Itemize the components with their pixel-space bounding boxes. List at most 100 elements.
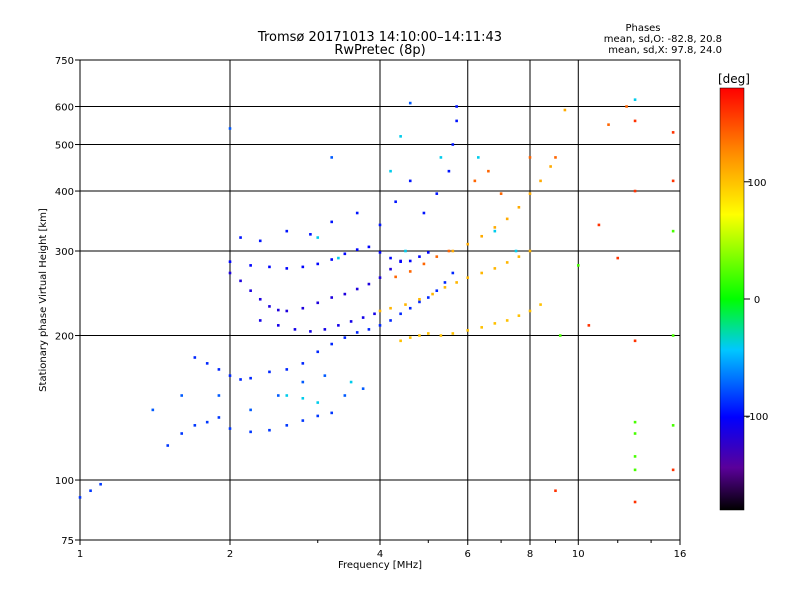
data-point bbox=[671, 179, 675, 183]
data-point bbox=[493, 229, 497, 233]
data-point bbox=[285, 424, 289, 427]
data-point bbox=[576, 264, 580, 267]
x-tick-label: 1 bbox=[77, 549, 83, 560]
data-point bbox=[455, 281, 458, 284]
data-point bbox=[451, 249, 455, 253]
data-point bbox=[451, 332, 455, 335]
data-point bbox=[633, 339, 637, 343]
data-point bbox=[367, 245, 371, 249]
data-point bbox=[399, 312, 402, 316]
data-point bbox=[466, 242, 470, 246]
data-point bbox=[276, 324, 280, 327]
data-point bbox=[625, 105, 628, 108]
data-point bbox=[394, 200, 397, 204]
data-point bbox=[293, 328, 297, 331]
trace-group bbox=[378, 249, 532, 313]
data-point bbox=[418, 255, 421, 258]
data-point bbox=[554, 489, 557, 493]
data-point bbox=[443, 286, 447, 289]
data-point bbox=[285, 309, 289, 313]
data-point bbox=[633, 420, 637, 424]
data-point bbox=[361, 387, 365, 390]
data-point bbox=[480, 326, 484, 329]
trace-group bbox=[228, 245, 430, 270]
data-point bbox=[330, 220, 334, 224]
data-point bbox=[633, 98, 637, 101]
data-point bbox=[671, 424, 675, 427]
data-point bbox=[217, 416, 221, 419]
data-point bbox=[455, 119, 458, 123]
stats-heading: Phases bbox=[625, 23, 660, 34]
data-point bbox=[671, 468, 675, 472]
stats-line-o: mean, sd,O: -82.8, 20.8 bbox=[604, 34, 722, 45]
data-point bbox=[316, 301, 320, 305]
data-points bbox=[78, 98, 675, 504]
data-point bbox=[671, 334, 675, 337]
data-point bbox=[316, 414, 320, 418]
x-tick-label: 10 bbox=[572, 549, 585, 560]
data-point bbox=[418, 334, 421, 337]
data-point bbox=[285, 229, 289, 233]
data-point bbox=[361, 316, 365, 319]
data-point bbox=[480, 271, 484, 275]
data-point bbox=[301, 419, 305, 422]
data-point bbox=[505, 261, 509, 264]
data-point bbox=[554, 156, 557, 159]
data-point bbox=[493, 226, 497, 229]
data-point bbox=[239, 378, 242, 381]
data-point bbox=[480, 234, 484, 238]
data-point bbox=[285, 368, 289, 371]
colorbar-tick-label: -100 bbox=[746, 412, 769, 423]
x-axis-label: Frequency [MHz] bbox=[338, 560, 422, 571]
data-point bbox=[258, 319, 262, 322]
data-point bbox=[671, 131, 675, 134]
data-point bbox=[205, 362, 209, 365]
data-point bbox=[607, 123, 610, 126]
data-point bbox=[285, 267, 289, 270]
y-tick-label: 600 bbox=[55, 103, 74, 114]
trace-group bbox=[228, 259, 402, 313]
data-point bbox=[343, 336, 347, 339]
colorbar-label: [deg] bbox=[718, 72, 750, 86]
data-point bbox=[268, 305, 271, 308]
data-point bbox=[378, 251, 382, 254]
data-point bbox=[439, 334, 443, 337]
y-tick-label: 75 bbox=[61, 536, 74, 547]
data-point bbox=[228, 127, 232, 130]
data-point bbox=[455, 105, 458, 108]
data-point bbox=[193, 356, 197, 359]
data-point bbox=[399, 260, 402, 264]
data-point bbox=[408, 336, 412, 339]
data-point bbox=[355, 211, 359, 215]
data-point bbox=[180, 432, 184, 435]
data-point bbox=[517, 205, 521, 209]
grid-lines bbox=[80, 60, 680, 540]
data-point bbox=[487, 169, 490, 173]
data-point bbox=[514, 249, 518, 253]
data-point bbox=[239, 236, 242, 239]
data-point bbox=[426, 251, 430, 254]
data-point bbox=[228, 271, 232, 275]
data-point bbox=[447, 249, 451, 253]
data-point bbox=[549, 165, 552, 168]
data-point bbox=[399, 339, 402, 343]
data-point bbox=[477, 156, 480, 159]
data-point bbox=[473, 179, 477, 183]
data-point bbox=[528, 309, 532, 313]
data-point bbox=[505, 217, 509, 221]
data-point bbox=[249, 264, 252, 267]
data-point bbox=[517, 255, 521, 258]
trace-group bbox=[558, 229, 675, 472]
colorbar-tick-label: 0 bbox=[754, 295, 760, 306]
data-point bbox=[276, 308, 280, 312]
data-point bbox=[633, 432, 637, 435]
data-point bbox=[426, 296, 430, 299]
data-point bbox=[435, 289, 439, 292]
data-point bbox=[422, 211, 426, 215]
data-point bbox=[301, 380, 305, 384]
trace-group bbox=[394, 105, 628, 279]
data-point bbox=[323, 328, 327, 331]
stats-line-x: mean, sd,X: 97.8, 24.0 bbox=[608, 45, 722, 56]
data-point bbox=[587, 324, 591, 327]
data-point bbox=[404, 249, 407, 253]
